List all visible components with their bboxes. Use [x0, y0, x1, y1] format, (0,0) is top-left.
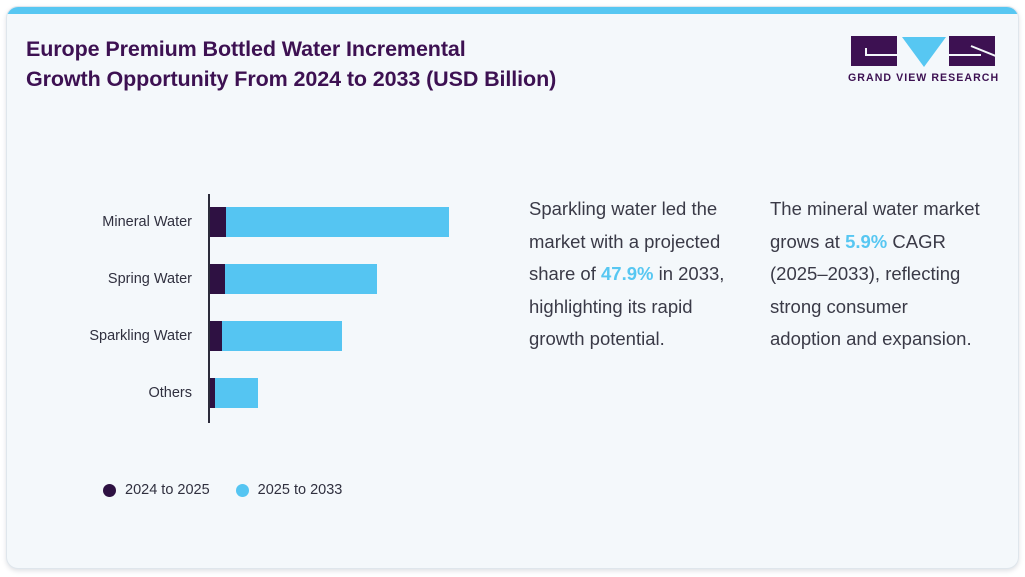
top-accent-bar: [7, 7, 1018, 14]
bar-sparkling-water: [210, 321, 342, 351]
incremental-growth-bar-chart: Mineral Water Spring Water Sparkling Wat…: [7, 7, 507, 568]
chart-legend: 2024 to 2025 2025 to 2033: [103, 479, 342, 501]
bar-segment-2024-2025: [210, 264, 225, 294]
insight-highlight-value: 5.9%: [845, 230, 888, 252]
bar-mineral-water: [210, 207, 449, 237]
logo-wordmark: GRAND VIEW RESEARCH: [848, 72, 1000, 84]
insight-text-after: in 2033, highlighting its rapid growth p…: [529, 263, 725, 349]
bar-segment-2024-2025: [210, 207, 226, 237]
page-title: Europe Premium Bottled Water Incremental…: [26, 34, 746, 94]
legend-item-2024-2025: 2024 to 2025: [103, 482, 210, 498]
bar-segment-2024-2025: [210, 321, 222, 351]
page-title-line-2: Growth Opportunity From 2024 to 2033 (US…: [26, 67, 557, 91]
brand-logo: GRAND VIEW RESEARCH: [848, 36, 998, 91]
chart-y-axis: [208, 194, 210, 423]
insight-text-after: CAGR (2025–2033), reflecting strong cons…: [770, 230, 972, 350]
bar-label-mineral-water: Mineral Water: [102, 214, 192, 230]
legend-dot-icon: [235, 483, 249, 497]
bar-segment-2025-2033: [226, 207, 449, 237]
bar-label-spring-water: Spring Water: [107, 271, 192, 287]
infographic-card: Europe Premium Bottled Water Incremental…: [6, 6, 1019, 569]
logo-letter-r-icon: [949, 36, 995, 66]
insight-text-before: Sparkling water led the market with a pr…: [529, 198, 721, 284]
bar-segment-2025-2033: [225, 264, 377, 294]
header: Europe Premium Bottled Water Incremental…: [7, 14, 1018, 102]
bar-segment-2024-2025: [210, 378, 215, 408]
bar-label-others: Others: [148, 385, 192, 401]
legend-label: 2025 to 2033: [257, 482, 343, 498]
table-row: Others: [7, 378, 507, 408]
logo-letter-v-icon: [902, 37, 946, 67]
legend-label: 2024 to 2025: [125, 482, 210, 498]
logo-letter-g-icon: [851, 36, 897, 66]
legend-item-2025-2033: 2025 to 2033: [235, 482, 343, 498]
table-row: Mineral Water: [7, 207, 507, 237]
logo-marks: [848, 36, 998, 70]
bar-spring-water: [210, 264, 377, 294]
bar-label-sparkling-water: Sparkling Water: [89, 328, 192, 344]
table-row: Spring Water: [7, 264, 507, 294]
page-title-line-1: Europe Premium Bottled Water Incremental: [26, 37, 466, 61]
legend-dot-icon: [103, 483, 116, 497]
bar-segment-2025-2033: [222, 321, 342, 351]
insight-highlight-value: 47.9%: [601, 263, 654, 284]
bar-others: [210, 378, 258, 408]
bar-segment-2025-2033: [215, 378, 258, 408]
insight-text-before: The mineral water market grows at: [770, 198, 980, 252]
insight-sparkling-water: Sparkling water led the market with a pr…: [529, 193, 734, 356]
insight-mineral-water: The mineral water market grows at 5.9% C…: [770, 193, 980, 356]
table-row: Sparkling Water: [7, 321, 507, 351]
